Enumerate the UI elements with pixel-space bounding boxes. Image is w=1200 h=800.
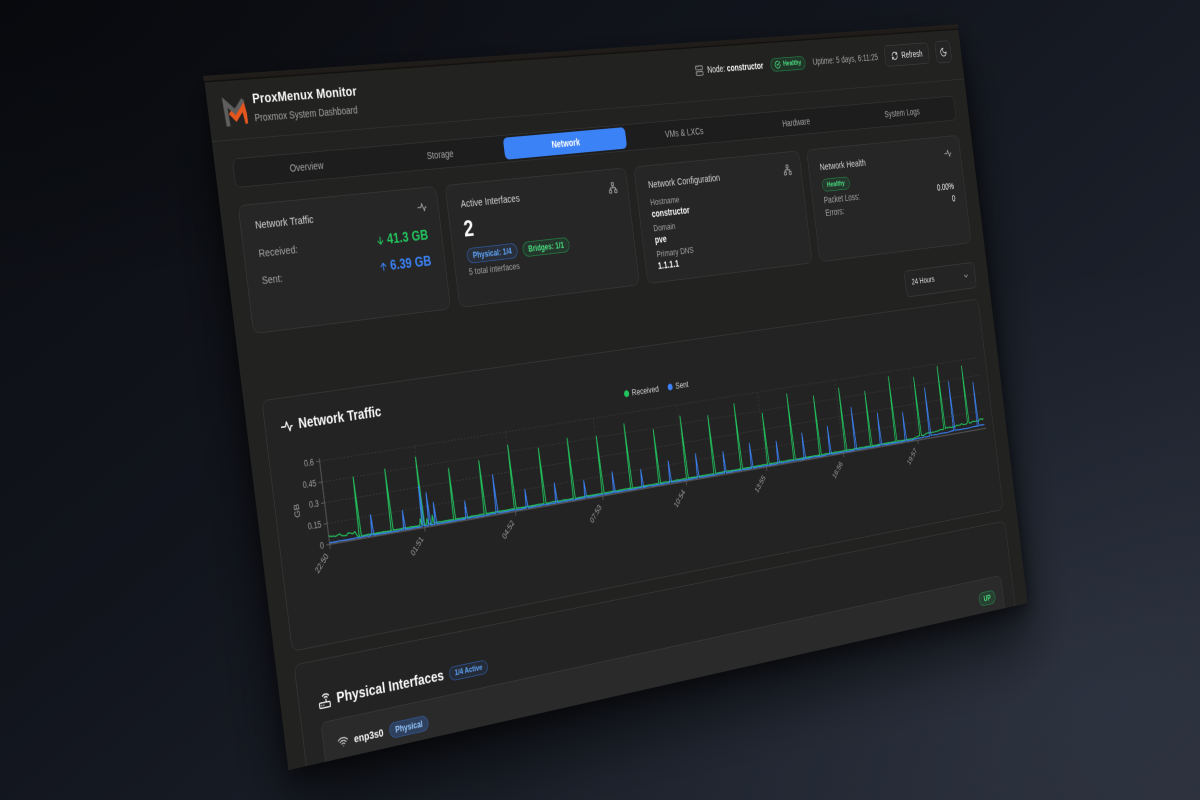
svg-text:04:52: 04:52 bbox=[501, 518, 516, 541]
svg-text:16:56: 16:56 bbox=[831, 460, 844, 481]
svg-text:07:53: 07:53 bbox=[589, 503, 604, 525]
svg-text:0: 0 bbox=[320, 541, 325, 551]
svg-text:GB: GB bbox=[292, 503, 302, 518]
svg-text:0.6: 0.6 bbox=[304, 458, 315, 469]
svg-text:0.3: 0.3 bbox=[309, 499, 320, 510]
svg-text:01:51: 01:51 bbox=[409, 535, 425, 558]
svg-text:10:54: 10:54 bbox=[673, 488, 687, 510]
svg-text:19:57: 19:57 bbox=[906, 446, 918, 466]
svg-text:22:50: 22:50 bbox=[314, 551, 331, 575]
svg-text:13:55: 13:55 bbox=[754, 473, 768, 494]
svg-text:0.45: 0.45 bbox=[302, 479, 317, 491]
svg-text:0.15: 0.15 bbox=[307, 520, 322, 532]
